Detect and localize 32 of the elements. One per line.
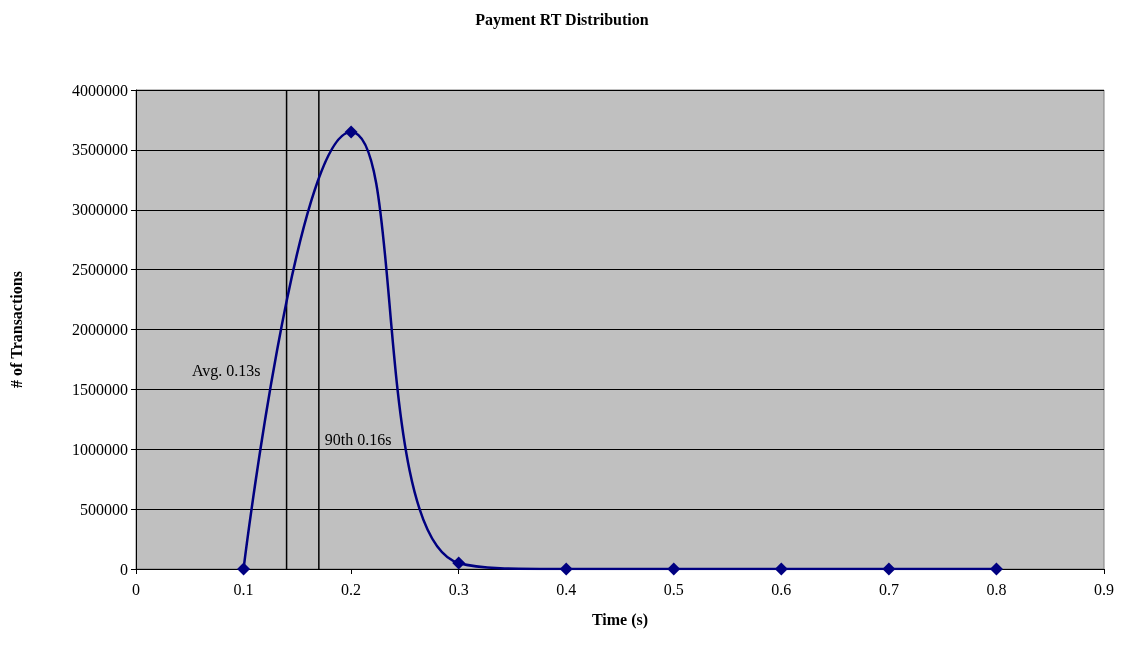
x-tick-label: 0.1 — [233, 580, 254, 598]
point — [559, 562, 573, 576]
y-tick-label: 2500000 — [72, 261, 128, 279]
point — [989, 562, 1003, 576]
point — [344, 125, 358, 139]
y-tick-label: 1000000 — [72, 440, 128, 458]
x-tick-label: 0.7 — [878, 580, 899, 598]
point — [237, 562, 251, 576]
y-axis-title: # of Transactions — [7, 271, 25, 388]
ref-line-label: Avg. 0.13s — [191, 361, 261, 380]
y-tick-label: 4000000 — [72, 81, 128, 99]
y-tick-label: 3000000 — [72, 201, 128, 219]
y-tick-label: 1500000 — [72, 380, 128, 398]
x-axis-title: Time (s) — [591, 610, 649, 629]
x-tick-label: 0.2 — [341, 580, 362, 598]
x-tick-label: 0.6 — [771, 580, 792, 598]
x-tick-label: 0.3 — [448, 580, 469, 598]
point — [452, 556, 466, 570]
y-tick-label: 3500000 — [72, 141, 128, 159]
x-tick-label: 0.8 — [986, 580, 1007, 598]
point — [667, 562, 681, 576]
ref-line-label: 90th 0.16s — [324, 431, 392, 449]
point — [774, 562, 788, 576]
y-tick-label: 500000 — [80, 500, 128, 518]
x-tick-label: 0.4 — [556, 580, 577, 598]
x-tick-label: 0 — [132, 580, 140, 598]
y-tick-label: 0 — [120, 560, 128, 578]
x-tick-label: 0.5 — [663, 580, 684, 598]
chart-title: Payment RT Distribution — [475, 10, 649, 29]
x-tick-label: 0.9 — [1094, 580, 1114, 598]
y-tick-label: 2000000 — [72, 321, 128, 338]
point — [882, 562, 896, 576]
